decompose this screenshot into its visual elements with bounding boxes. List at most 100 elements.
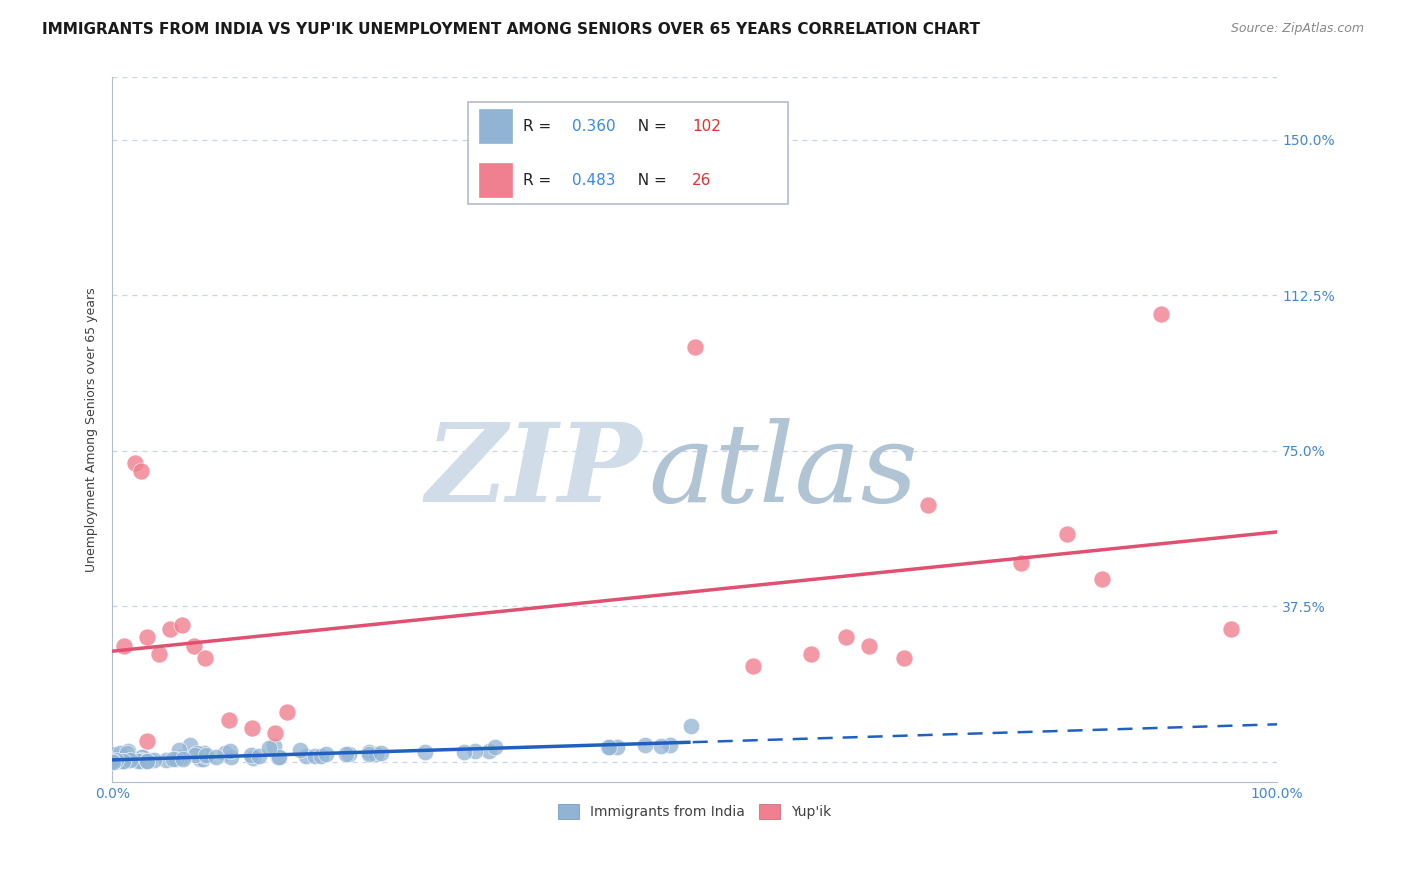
- Point: [114, 754, 136, 768]
- Point: [103, 754, 125, 768]
- Point: [294, 749, 316, 764]
- Point: [112, 639, 135, 653]
- Point: [134, 753, 156, 767]
- Point: [117, 743, 139, 757]
- Point: [191, 752, 214, 766]
- Point: [893, 651, 915, 665]
- Point: [267, 749, 290, 764]
- Point: [315, 747, 337, 762]
- Point: [1091, 572, 1114, 586]
- Point: [118, 753, 141, 767]
- Point: [195, 748, 218, 763]
- Point: [162, 752, 184, 766]
- Point: [478, 744, 501, 758]
- Point: [105, 753, 128, 767]
- Point: [742, 659, 765, 673]
- Point: [1219, 622, 1241, 636]
- Point: [101, 755, 124, 769]
- Text: N =: N =: [628, 119, 672, 134]
- Point: [337, 747, 360, 761]
- Point: [118, 753, 141, 767]
- Legend: Immigrants from India, Yup'ik: Immigrants from India, Yup'ik: [553, 799, 837, 825]
- Text: Source: ZipAtlas.com: Source: ZipAtlas.com: [1230, 22, 1364, 36]
- Point: [108, 746, 131, 760]
- Point: [835, 630, 858, 644]
- Point: [172, 617, 194, 632]
- Point: [101, 754, 124, 768]
- Point: [218, 713, 240, 727]
- Point: [650, 739, 672, 753]
- Point: [276, 705, 298, 719]
- Point: [659, 739, 682, 753]
- Point: [159, 622, 181, 636]
- Point: [634, 739, 657, 753]
- Point: [107, 754, 129, 768]
- Point: [155, 753, 177, 767]
- Text: R =: R =: [523, 119, 557, 134]
- Point: [114, 754, 136, 768]
- Point: [118, 751, 141, 765]
- Point: [101, 755, 124, 769]
- Point: [127, 754, 149, 768]
- Point: [183, 748, 205, 763]
- Text: 26: 26: [692, 173, 711, 188]
- Point: [186, 746, 208, 760]
- Point: [370, 747, 392, 761]
- Point: [136, 630, 159, 644]
- Point: [105, 751, 128, 765]
- Point: [115, 753, 138, 767]
- Point: [129, 754, 152, 768]
- Point: [107, 755, 129, 769]
- Point: [264, 725, 287, 739]
- Point: [335, 747, 357, 762]
- Point: [138, 753, 160, 767]
- Point: [800, 647, 823, 661]
- Y-axis label: Unemployment Among Seniors over 65 years: Unemployment Among Seniors over 65 years: [86, 287, 98, 572]
- Point: [101, 755, 124, 769]
- Point: [101, 755, 124, 769]
- Point: [101, 755, 124, 769]
- Point: [167, 743, 190, 757]
- Point: [129, 753, 152, 767]
- Point: [131, 749, 153, 764]
- Point: [103, 755, 125, 769]
- Point: [267, 749, 290, 764]
- Point: [111, 754, 134, 768]
- Point: [1056, 526, 1078, 541]
- Point: [681, 719, 703, 733]
- Text: IMMIGRANTS FROM INDIA VS YUP'IK UNEMPLOYMENT AMONG SENIORS OVER 65 YEARS CORRELA: IMMIGRANTS FROM INDIA VS YUP'IK UNEMPLOY…: [42, 22, 980, 37]
- Point: [170, 750, 193, 764]
- Text: R =: R =: [523, 173, 557, 188]
- Text: ZIP: ZIP: [426, 418, 643, 526]
- Text: N =: N =: [628, 173, 672, 188]
- Point: [105, 755, 128, 769]
- Point: [263, 739, 285, 754]
- Point: [453, 745, 475, 759]
- Point: [103, 755, 125, 769]
- Point: [183, 639, 205, 653]
- Point: [240, 722, 263, 736]
- Point: [247, 748, 270, 763]
- Point: [107, 754, 129, 768]
- Point: [101, 754, 124, 768]
- Point: [107, 754, 129, 768]
- Point: [188, 752, 211, 766]
- FancyBboxPatch shape: [479, 163, 512, 197]
- Point: [131, 464, 153, 478]
- Point: [596, 740, 619, 755]
- Point: [115, 750, 138, 764]
- Point: [683, 340, 706, 354]
- Point: [257, 740, 280, 755]
- Point: [101, 755, 124, 769]
- Point: [218, 744, 240, 758]
- Point: [304, 748, 326, 763]
- Point: [131, 749, 153, 764]
- Point: [110, 754, 132, 768]
- Point: [221, 750, 243, 764]
- Point: [135, 754, 157, 768]
- Point: [103, 755, 125, 769]
- Point: [148, 647, 170, 661]
- Point: [858, 639, 880, 653]
- Point: [135, 754, 157, 768]
- Point: [484, 740, 506, 755]
